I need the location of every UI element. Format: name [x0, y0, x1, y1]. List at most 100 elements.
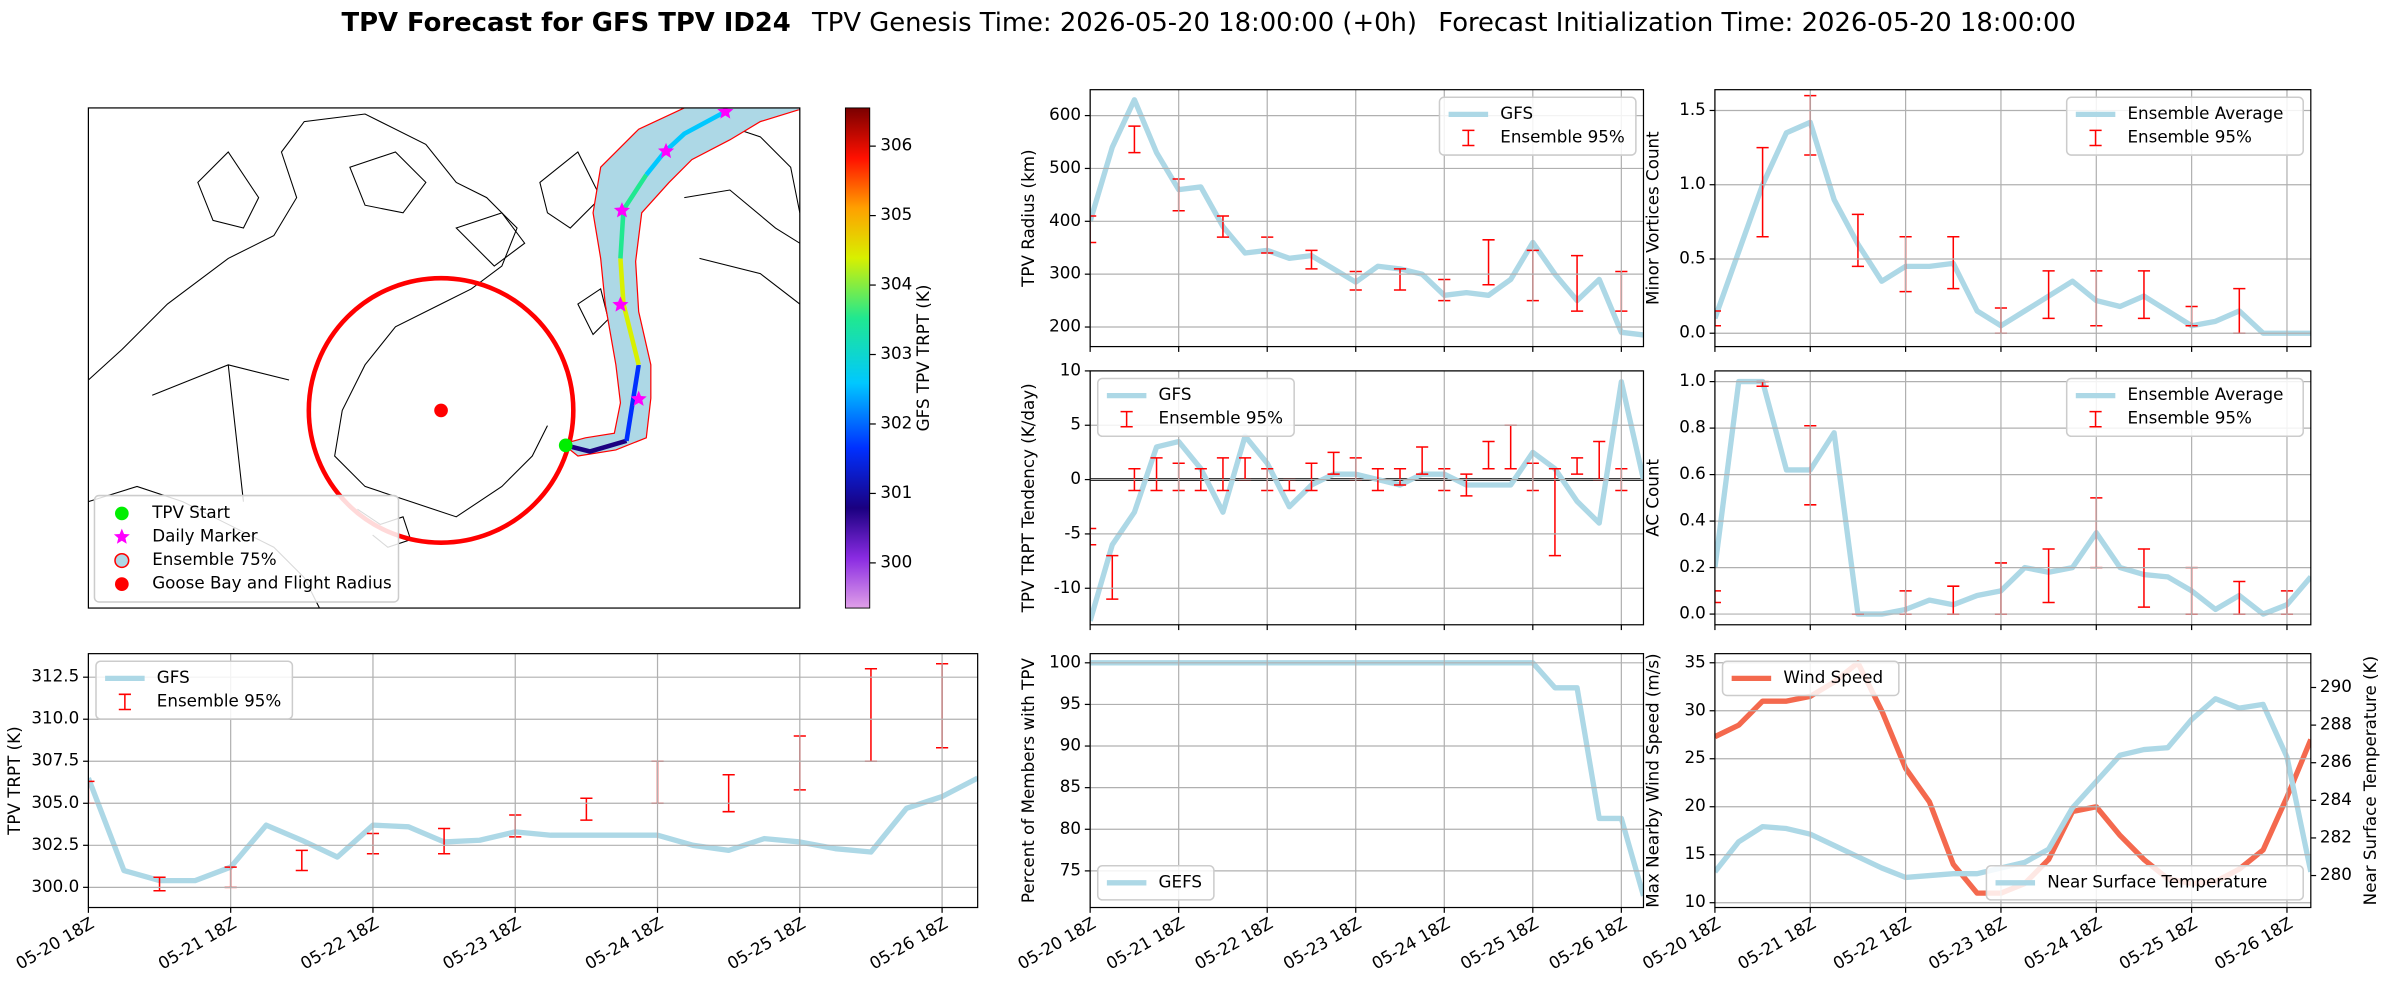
- y-tick-label: 85: [1060, 776, 1081, 796]
- error-bar: [1504, 424, 1517, 470]
- y-axis-label: Minor Vortices Count: [1643, 131, 1663, 305]
- error-bar: [1947, 585, 1960, 615]
- error-bar: [1090, 527, 1097, 546]
- x-tick-label: 05-23 18Z: [1925, 913, 2010, 974]
- error-bar: [1150, 457, 1163, 492]
- title: TPV Forecast for GFS TPV ID24: [342, 7, 791, 37]
- legend-box: [2065, 377, 2304, 438]
- y-tick-label: 500: [1049, 157, 1081, 177]
- legend-label: Daily Marker: [152, 525, 258, 545]
- colorbar-tick-label: 301: [880, 482, 912, 502]
- y-tick-label: 80: [1060, 818, 1081, 838]
- series-line: [1714, 378, 2311, 617]
- error-bar: [1460, 473, 1473, 497]
- y-tick-label: 95: [1060, 693, 1081, 713]
- y-tick-label: 200: [1049, 316, 1081, 336]
- error-bar: [580, 797, 593, 821]
- error-bar: [1327, 451, 1340, 475]
- legend-errorbar: [1120, 410, 1133, 428]
- x-tick-label: 05-26 18Z: [866, 913, 951, 974]
- y-tick-label: 307.5: [31, 750, 79, 770]
- y-tick-label: -5: [1064, 522, 1081, 542]
- error-bar: [1239, 457, 1252, 481]
- x-tick-label: 05-20 18Z: [1639, 913, 1724, 974]
- x-tick-label: 05-25 18Z: [2115, 913, 2200, 974]
- error-bar: [1416, 446, 1429, 475]
- y2-tick-label: 280: [2320, 864, 2352, 884]
- error-bar: [295, 849, 308, 872]
- genesis: TPV Genesis Time: 2026-05-20 18:00:00 (+…: [811, 7, 1417, 37]
- legend-errorbar: [2089, 410, 2102, 428]
- plot-frame: [1089, 370, 1645, 626]
- legend-label: GFS: [157, 667, 190, 687]
- y2-tick-label: 282: [2320, 826, 2352, 846]
- error-bar: [1756, 146, 1769, 238]
- error-bar: [153, 876, 166, 892]
- error-bar: [1570, 457, 1584, 475]
- error-bar: [2042, 270, 2055, 320]
- error-bar: [2137, 548, 2151, 608]
- y2-axis-label: Near Surface Temperature (K): [2360, 656, 2380, 905]
- x-tick-label: 05-24 18Z: [1368, 913, 1453, 974]
- legend-label: Ensemble 95%: [2127, 126, 2251, 146]
- legend-box: [1721, 660, 1900, 697]
- series-line: [1090, 379, 1644, 622]
- y-axis-label: TPV TRPT (K): [4, 726, 24, 836]
- map-frame: [87, 107, 801, 609]
- y2-tick-label: 286: [2320, 751, 2352, 771]
- plot-frame: [87, 653, 979, 909]
- y-axis-label: AC Count: [1643, 459, 1663, 537]
- error-bar: [1393, 268, 1407, 291]
- y2-tick-label: 284: [2320, 789, 2352, 809]
- colorbar-tick-label: 302: [880, 412, 912, 432]
- legend-label: Ensemble 95%: [157, 690, 281, 710]
- x-tick-label: 05-21 18Z: [1734, 913, 1819, 974]
- init: Forecast Initialization Time: 2026-05-20…: [1438, 7, 2076, 37]
- colorbar-tick-label: 305: [880, 204, 912, 224]
- y-tick-label: 75: [1060, 859, 1081, 879]
- y-tick-label: 1.5: [1679, 99, 1706, 119]
- error-bar: [2137, 270, 2151, 320]
- y-tick-label: 302.5: [31, 834, 79, 854]
- x-tick-label: 05-22 18Z: [1191, 913, 1276, 974]
- x-tick-label: 05-22 18Z: [297, 913, 382, 974]
- y-tick-label: 10: [1685, 891, 1706, 911]
- y-tick-label: 20: [1685, 795, 1706, 815]
- series-line: [1714, 660, 2311, 896]
- x-tick-label: 05-24 18Z: [2020, 913, 2105, 974]
- legend-box: [1096, 377, 1295, 438]
- y-tick-label: 0.6: [1679, 463, 1706, 483]
- y-tick-label: 400: [1049, 210, 1081, 230]
- legend-marker: [113, 528, 130, 544]
- x-tick-label: 05-24 18Z: [581, 913, 666, 974]
- error-bar: [1305, 249, 1318, 270]
- error-bar: [864, 668, 878, 763]
- y-tick-label: 310.0: [31, 708, 79, 728]
- y-axis-label: TPV TRPT Tendency (K/day): [1018, 383, 1038, 613]
- error-bar: [1283, 478, 1296, 492]
- plot-area: [1714, 660, 2311, 896]
- legend-box: [95, 660, 294, 720]
- error-bar: [1593, 440, 1606, 481]
- legend-label: Goose Bay and Flight Radius: [152, 573, 391, 593]
- y-tick-label: 0.0: [1679, 322, 1706, 342]
- legend-box: [1985, 864, 2304, 901]
- y2-tick-label: 290: [2320, 676, 2352, 696]
- colorbar-tick-label: 306: [880, 135, 912, 155]
- y-tick-label: 30: [1685, 699, 1706, 719]
- y-tick-label: 0.8: [1679, 417, 1706, 437]
- y-tick-label: 5: [1070, 414, 1081, 434]
- x-tick-label: 05-25 18Z: [724, 913, 809, 974]
- legend-errorbar: [1462, 129, 1475, 147]
- series-line: [1714, 696, 2311, 881]
- y-tick-label: 35: [1685, 651, 1706, 671]
- legend-errorbar: [2089, 129, 2102, 147]
- y2-tick-label: 288: [2320, 714, 2352, 734]
- y-tick-label: 0.5: [1679, 247, 1706, 267]
- colorbar-label: GFS TPV TRPT (K): [913, 285, 933, 432]
- y-tick-label: -10: [1054, 577, 1081, 597]
- legend-label: Ensemble 95%: [1159, 408, 1283, 428]
- error-bar: [1393, 467, 1407, 486]
- y-tick-label: 15: [1685, 843, 1706, 863]
